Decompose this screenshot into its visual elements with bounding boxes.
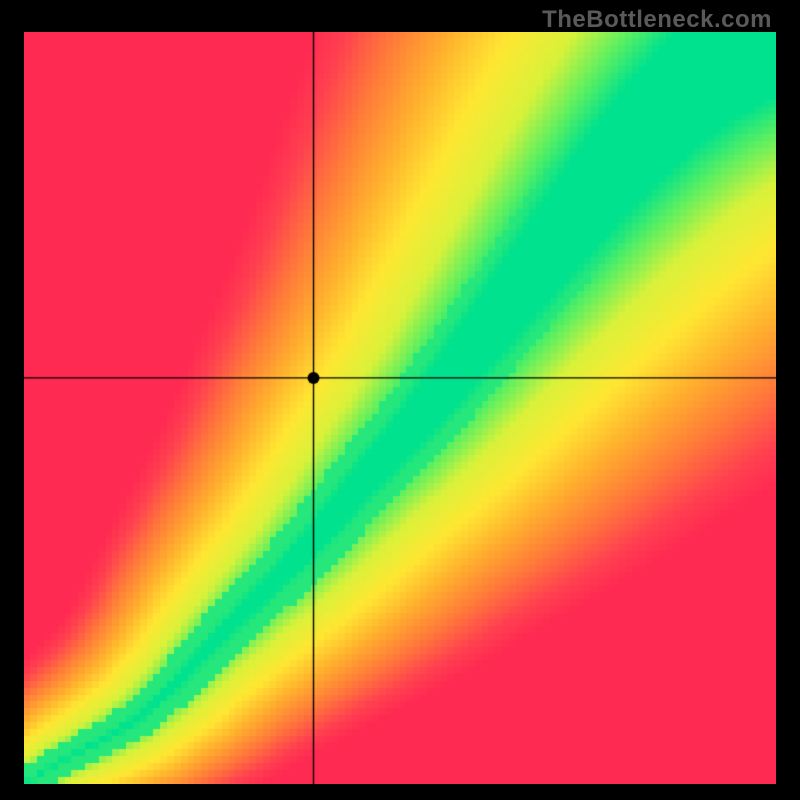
bottleneck-heatmap: [24, 32, 776, 784]
watermark-text: TheBottleneck.com: [542, 6, 772, 34]
chart-container: TheBottleneck.com: [0, 0, 800, 800]
